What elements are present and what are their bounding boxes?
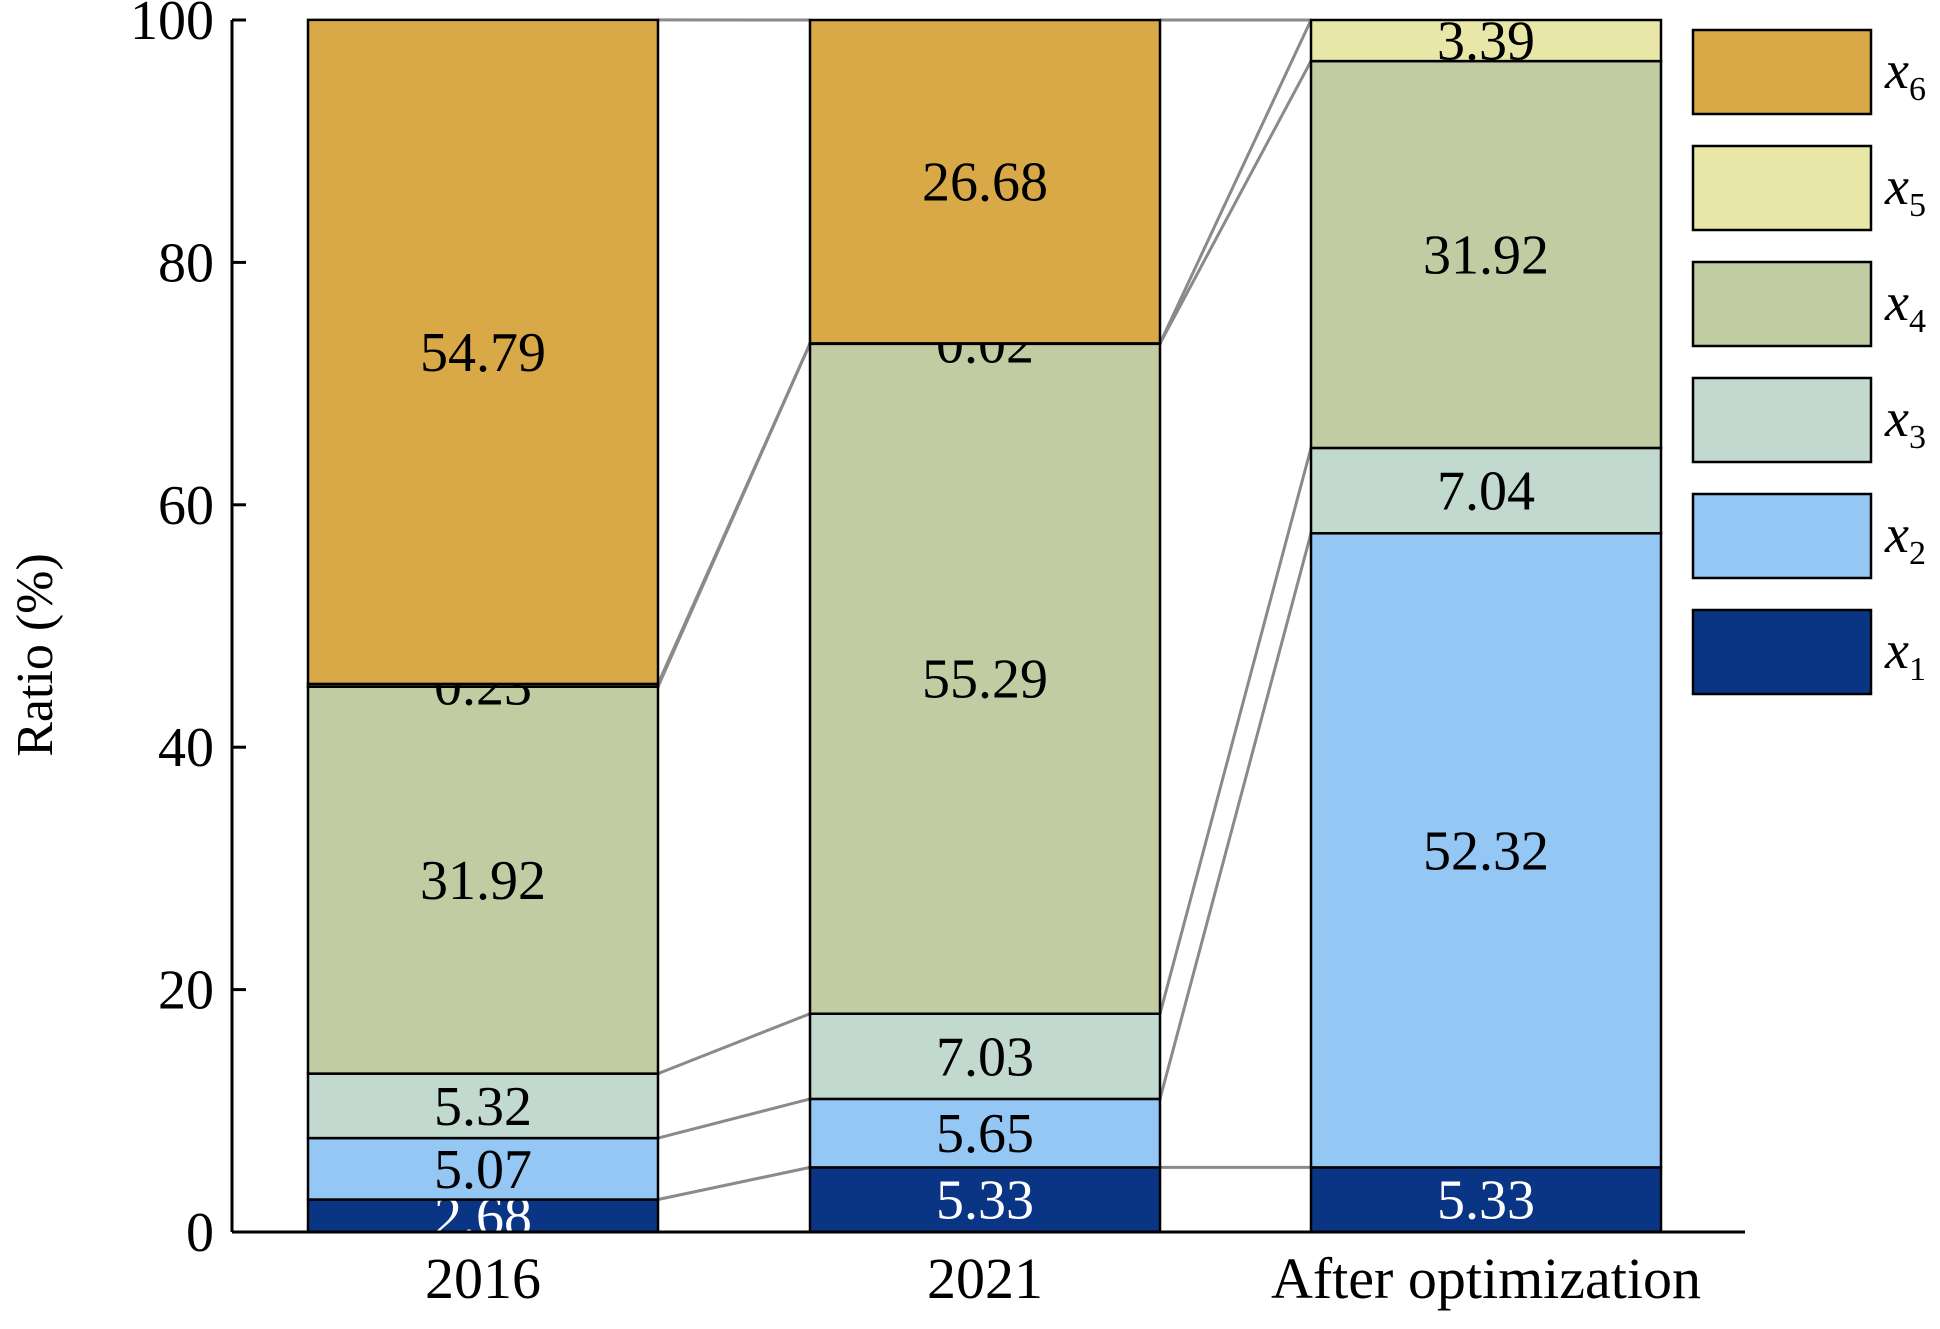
- bar-segment: [306, 685, 660, 1075]
- data-label: 31.92: [420, 850, 546, 912]
- axes-group: 0 20 40 60 80 100 2016 2021 After optimization: [130, 0, 1745, 1311]
- data-label: 52.32: [1423, 820, 1549, 882]
- connector-line: [657, 1165, 811, 1201]
- legend-label: x2: [1884, 504, 1926, 572]
- connector-line: [1158, 447, 1313, 1015]
- bar-segment: [306, 1072, 660, 1140]
- data-label: 5.33: [936, 1170, 1034, 1232]
- data-label: 3.39: [1437, 11, 1535, 73]
- connector-line: [1158, 532, 1313, 1100]
- y-tick-label: 60: [158, 475, 214, 537]
- legend-label: x6: [1884, 40, 1926, 108]
- x-tick-label: After optimization: [1271, 1246, 1701, 1311]
- legend-swatch: [1691, 492, 1873, 580]
- bar-segment: [808, 1012, 1162, 1101]
- y-tick-label: 40: [158, 717, 214, 779]
- bar-segment: [808, 18, 1162, 345]
- data-label: 5.07: [434, 1139, 532, 1201]
- y-tick-label: 0: [186, 1202, 214, 1264]
- bar-segment: [306, 18, 660, 686]
- bar-segment: [1309, 532, 1663, 1169]
- y-tick-label: 80: [158, 232, 214, 294]
- legend-swatch: [1691, 260, 1873, 348]
- legend: x6 x5 x4 x3 x2 x1: [1691, 28, 1926, 696]
- y-axis-label: Ratio (%): [7, 553, 64, 757]
- bars-group: 2.685.075.3231.920.2354.795.335.657.0355…: [306, 11, 1663, 1248]
- bar-segment: [1309, 1166, 1663, 1234]
- data-label: 5.32: [434, 1076, 532, 1138]
- connector-line: [1158, 19, 1313, 344]
- legend-label: x1: [1884, 620, 1926, 688]
- connector-lines: [656, 18, 1313, 1201]
- data-label: 5.65: [936, 1103, 1034, 1165]
- legend-swatch: [1691, 376, 1873, 464]
- data-label: 55.29: [922, 649, 1048, 711]
- x-tick-label: 2021: [927, 1246, 1043, 1311]
- x-tick-label: 2016: [425, 1246, 541, 1311]
- bar-segment: [306, 1198, 660, 1234]
- connector-line: [657, 1012, 811, 1075]
- bar-segment: [1309, 59, 1663, 450]
- legend-swatch: [1691, 144, 1873, 232]
- legend-label: x5: [1884, 156, 1926, 224]
- data-label: 54.79: [420, 322, 546, 384]
- data-label: 7.04: [1437, 461, 1535, 523]
- legend-swatch: [1691, 28, 1873, 116]
- connector-line: [656, 342, 812, 685]
- data-label: 5.33: [1437, 1170, 1535, 1232]
- data-label: 7.03: [936, 1026, 1034, 1088]
- bar-segment: [1309, 18, 1663, 63]
- connector-line: [1158, 60, 1313, 345]
- y-tick-label: 20: [158, 960, 214, 1022]
- bar-segment: [808, 342, 1162, 1015]
- legend-label: x3: [1884, 388, 1926, 456]
- data-label: 26.68: [922, 152, 1048, 214]
- y-tick-label: 100: [130, 0, 214, 52]
- bar-segment: [1309, 446, 1663, 535]
- connector-line: [657, 1097, 811, 1140]
- legend-swatch: [1691, 608, 1873, 696]
- data-label: 31.92: [1423, 225, 1549, 287]
- legend-label: x4: [1884, 272, 1926, 340]
